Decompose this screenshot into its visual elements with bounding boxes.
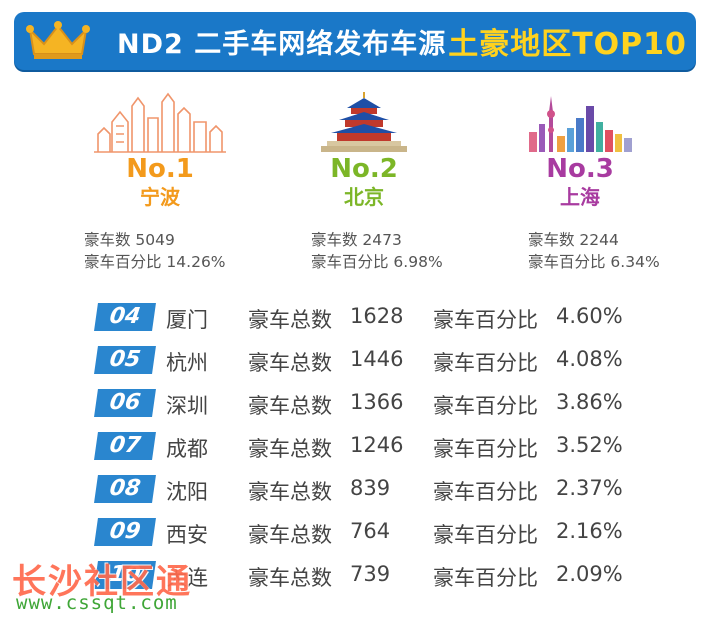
- row-pct-label: 豪车百分比: [433, 437, 538, 461]
- row-pct-label: 豪车百分比: [433, 308, 538, 332]
- rank-badge: 04: [94, 303, 156, 331]
- row-pct-value: 2.09%: [556, 562, 623, 586]
- watermark-site-name: 长沙社区通: [12, 562, 192, 602]
- top3-city-3: 上海: [560, 185, 600, 209]
- ranking-row: 06 深圳 豪车总数 1366 豪车百分比 3.86%: [0, 386, 720, 420]
- top3-rank-1: No.1: [126, 154, 194, 184]
- row-pct-value: 2.37%: [556, 476, 623, 500]
- row-count-label: 豪车总数: [248, 523, 332, 547]
- row-city: 西安: [166, 523, 208, 547]
- rank-badge: 06: [94, 389, 156, 417]
- row-city: 杭州: [166, 351, 208, 375]
- top3-pct-1: 豪车百分比 14.26%: [84, 253, 226, 271]
- row-count-label: 豪车总数: [248, 351, 332, 375]
- rank-badge: 07: [94, 432, 156, 460]
- top3-count-2: 豪车数 2473: [311, 231, 402, 249]
- row-city: 成都: [166, 437, 208, 461]
- row-pct-label: 豪车百分比: [433, 351, 538, 375]
- title-banner: [14, 12, 696, 70]
- row-count-value: 764: [350, 519, 391, 543]
- top3-count-1: 豪车数 5049: [84, 231, 175, 249]
- row-city: 深圳: [166, 394, 208, 418]
- row-pct-value: 3.86%: [556, 390, 623, 414]
- rank-badge: 09: [94, 518, 156, 546]
- row-city: 厦门: [166, 308, 208, 332]
- top3-card-2: No.2 北京: [254, 92, 474, 210]
- row-city: 大连: [166, 566, 208, 590]
- ranking-row: 05 杭州 豪车总数 1446 豪车百分比 4.08%: [0, 343, 720, 377]
- row-count-label: 豪车总数: [248, 308, 332, 332]
- row-count-value: 1246: [350, 433, 404, 457]
- ranking-row: 08 沈阳 豪车总数 839 豪车百分比 2.37%: [0, 472, 720, 506]
- top3-stats-1: 豪车数 5049 豪车百分比 14.26%: [84, 229, 226, 273]
- row-count-label: 豪车总数: [248, 437, 332, 461]
- ranking-row: 04 厦门 豪车总数 1628 豪车百分比 4.60%: [0, 300, 720, 334]
- top3-count-3: 豪车数 2244: [528, 231, 619, 249]
- temple-of-heaven-icon: [321, 92, 407, 152]
- top3-card-3: No.3 上海: [470, 92, 690, 210]
- row-pct-label: 豪车百分比: [433, 394, 538, 418]
- top3-pct-2: 豪车百分比 6.98%: [311, 253, 443, 271]
- row-count-value: 1446: [350, 347, 404, 371]
- top3-city-2: 北京: [344, 185, 384, 209]
- row-count-label: 豪车总数: [248, 394, 332, 418]
- ranking-row: 07 成都 豪车总数 1246 豪车百分比 3.52%: [0, 429, 720, 463]
- row-pct-label: 豪车百分比: [433, 566, 538, 590]
- row-pct-value: 3.52%: [556, 433, 623, 457]
- row-pct-value: 4.60%: [556, 304, 623, 328]
- rank-badge: 05: [94, 346, 156, 374]
- banner-title: ND2 二手车网络发布车源 土豪地区TOP10: [117, 12, 687, 70]
- row-count-value: 839: [350, 476, 391, 500]
- top3-stats-2: 豪车数 2473 豪车百分比 6.98%: [311, 229, 443, 273]
- row-pct-label: 豪车百分比: [433, 523, 538, 547]
- top3-card-1: No.1 宁波: [50, 92, 270, 210]
- ningbo-skyline-icon: [94, 92, 226, 153]
- crown-icon: [26, 21, 90, 59]
- row-count-label: 豪车总数: [248, 566, 332, 590]
- top3-rank-2: No.2: [330, 154, 398, 184]
- rank-badge: 08: [94, 475, 156, 503]
- top3-stats-3: 豪车数 2244 豪车百分比 6.34%: [528, 229, 660, 273]
- row-count-value: 1366: [350, 390, 404, 414]
- top3-rank-3: No.3: [546, 154, 614, 184]
- row-city: 沈阳: [166, 480, 208, 504]
- ranking-row: 10 大连 豪车总数 739 豪车百分比 2.09%: [0, 558, 720, 592]
- row-pct-value: 4.08%: [556, 347, 623, 371]
- watermark-url: www.cssqt.com: [16, 592, 178, 614]
- top3-pct-3: 豪车百分比 6.34%: [528, 253, 660, 271]
- row-pct-value: 2.16%: [556, 519, 623, 543]
- banner-title-main: ND2 二手车网络发布车源: [117, 28, 447, 60]
- top3-city-1: 宁波: [140, 185, 180, 209]
- row-count-value: 739: [350, 562, 391, 586]
- banner-title-accent: 土豪地区TOP10: [448, 27, 687, 62]
- row-pct-label: 豪车百分比: [433, 480, 538, 504]
- row-count-value: 1628: [350, 304, 404, 328]
- ranking-row: 09 西安 豪车总数 764 豪车百分比 2.16%: [0, 515, 720, 549]
- shanghai-skyline-icon: [529, 96, 632, 152]
- row-count-label: 豪车总数: [248, 480, 332, 504]
